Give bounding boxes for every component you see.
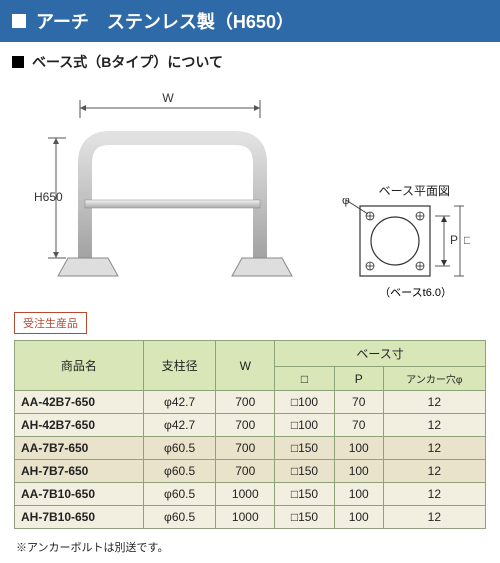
h-dimension-label: H650 [34,190,63,204]
p-label: P [450,233,458,247]
col-w: W [216,341,275,391]
page-title: アーチ ステンレス製（H650） [36,8,294,34]
cell-dia: φ60.5 [143,460,216,483]
cell-sq: □150 [275,506,335,529]
cell-dia: φ60.5 [143,506,216,529]
spec-table: 商品名 支柱径 W ベース寸 □ P アンカー穴φ AA-42B7-650φ42… [14,340,486,529]
col-base-group: ベース寸 [275,341,486,367]
w-dimension-label: W [162,91,174,105]
cell-sq: □100 [275,414,335,437]
cell-name: AA-42B7-650 [15,391,144,414]
cell-w: 700 [216,414,275,437]
cell-sq: □100 [275,391,335,414]
subtitle-square-icon [12,56,24,68]
cell-w: 1000 [216,483,275,506]
cell-w: 700 [216,460,275,483]
cell-anc: 12 [383,460,485,483]
cell-p: 70 [334,414,383,437]
title-square-icon [12,14,26,28]
title-bar: アーチ ステンレス製（H650） [0,0,500,42]
cell-sq: □150 [275,437,335,460]
table-row: AH-7B10-650φ60.51000□15010012 [15,506,486,529]
cell-anc: 12 [383,437,485,460]
table-row: AH-42B7-650φ42.7700□1007012 [15,414,486,437]
cell-p: 100 [334,437,383,460]
cell-p: 100 [334,483,383,506]
base-plane-diagram: φ P □ [340,198,470,288]
spec-table-wrap: 商品名 支柱径 W ベース寸 □ P アンカー穴φ AA-42B7-650φ42… [0,340,500,537]
cell-name: AH-7B10-650 [15,506,144,529]
base-thickness-label: （ベースt6.0） [379,284,452,300]
table-row: AH-7B7-650φ60.5700□15010012 [15,460,486,483]
cell-name: AH-42B7-650 [15,414,144,437]
col-sq: □ [275,367,335,391]
table-row: AA-7B10-650φ60.51000□15010012 [15,483,486,506]
cell-p: 70 [334,391,383,414]
cell-sq: □150 [275,483,335,506]
cell-w: 1000 [216,506,275,529]
subtitle-text: ベース式（Bタイプ）について [32,52,223,72]
cell-dia: φ60.5 [143,437,216,460]
cell-anc: 12 [383,414,485,437]
cell-name: AA-7B10-650 [15,483,144,506]
cell-dia: φ42.7 [143,414,216,437]
col-name: 商品名 [15,341,144,391]
square-label: □ [464,233,470,247]
col-diameter: 支柱径 [143,341,216,391]
phi-label: φ [342,198,350,207]
table-row: AA-42B7-650φ42.7700□1007012 [15,391,486,414]
cell-anc: 12 [383,483,485,506]
made-to-order-badge: 受注生産品 [14,312,87,334]
cell-w: 700 [216,391,275,414]
base-plane-title: ベース平面図 [379,182,450,199]
table-row: AA-7B7-650φ60.5700□15010012 [15,437,486,460]
cell-dia: φ42.7 [143,391,216,414]
cell-anc: 12 [383,391,485,414]
diagram-area: W H650 ベース平面図 [0,78,500,308]
col-anchor: アンカー穴φ [383,367,485,391]
cell-dia: φ60.5 [143,483,216,506]
footnote: ※アンカーボルトは別送です。 [0,537,500,563]
cell-sq: □150 [275,460,335,483]
cell-w: 700 [216,437,275,460]
cell-name: AA-7B7-650 [15,437,144,460]
col-p: P [334,367,383,391]
cell-name: AH-7B7-650 [15,460,144,483]
cell-anc: 12 [383,506,485,529]
arch-diagram: W H650 [30,88,300,288]
subtitle-row: ベース式（Bタイプ）について [0,42,500,78]
cell-p: 100 [334,506,383,529]
cell-p: 100 [334,460,383,483]
